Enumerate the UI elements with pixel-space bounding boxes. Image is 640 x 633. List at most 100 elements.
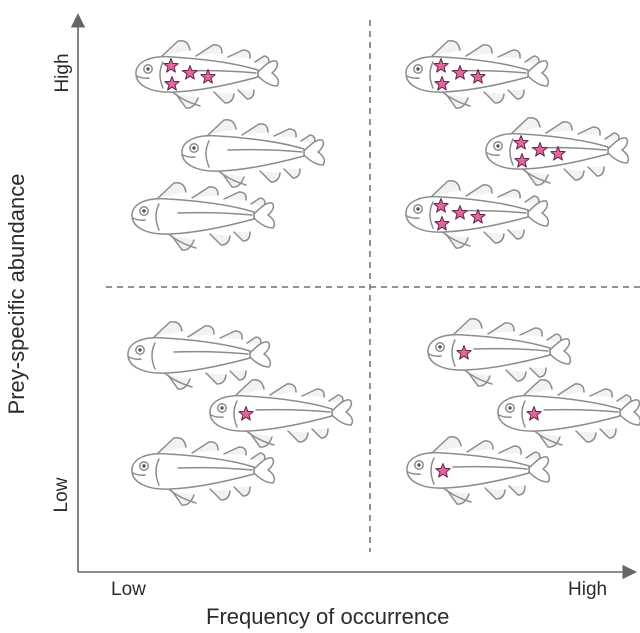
ventral-fin [209, 233, 231, 246]
prey-star-icon [433, 58, 449, 73]
prey-star-icon [200, 69, 216, 84]
tail-fin [607, 137, 630, 164]
mouth [210, 414, 224, 418]
fish-body [209, 394, 333, 432]
dorsal-fin [431, 179, 461, 197]
dorsal-fin [301, 388, 325, 398]
ventral-fin [599, 428, 617, 439]
dorsal-fin [207, 118, 237, 136]
dorsal-fin [545, 121, 573, 134]
dorsal-fin [519, 327, 543, 337]
ventral-fin [505, 369, 527, 382]
prey-star-icon [470, 69, 486, 84]
pupil [220, 406, 224, 410]
pupil [138, 348, 142, 352]
dorsal-fin [157, 181, 187, 199]
dorsal-fin [431, 39, 461, 57]
dorsal-fin [273, 128, 297, 138]
lateral-line [473, 347, 549, 352]
dorsal-fin [235, 378, 265, 396]
x-axis-title: Frequency of occurrence [206, 604, 450, 629]
ventral-fin [483, 231, 505, 244]
fish-bottom-right-3 [406, 435, 551, 505]
ventral-fin [209, 488, 231, 501]
ventral-fin [311, 428, 329, 439]
gill-line [451, 339, 456, 367]
dorsal-fin [219, 330, 243, 340]
tail-fin [549, 338, 572, 365]
prey-star-icon [513, 135, 529, 150]
fish-top-left-2 [181, 118, 326, 188]
fish-body [127, 336, 251, 374]
lateral-line [173, 350, 249, 355]
ventral-fin [483, 91, 505, 104]
prey-star-icon [433, 198, 449, 213]
dorsal-fin [497, 49, 521, 59]
tail-fin [257, 60, 280, 87]
pupil [417, 463, 421, 467]
dorsal-fin [497, 189, 521, 199]
mouth [486, 152, 500, 156]
tail-fin [331, 399, 354, 426]
lateral-line [452, 465, 528, 470]
ventral-fin [507, 229, 525, 240]
fish-body [485, 132, 609, 170]
gill-line [233, 400, 238, 428]
ventral-fin [287, 430, 309, 443]
tail-fin [528, 456, 551, 483]
fish-bottom-left-1 [127, 320, 272, 390]
dorsal-fin [465, 44, 493, 57]
ventral-fin [229, 370, 247, 381]
mouth [498, 414, 512, 418]
gill-line [509, 138, 514, 166]
fish-body [497, 394, 621, 432]
mouth [428, 353, 442, 357]
ventral-fin [283, 168, 301, 179]
prey-star-icon [452, 205, 468, 220]
pupil [146, 67, 150, 71]
dorsal-fin [465, 184, 493, 197]
y-axis-title: Prey-specific abundance [4, 173, 29, 415]
pupil [496, 144, 500, 148]
tail-fin [527, 60, 550, 87]
ventral-fin [213, 91, 235, 104]
dorsal-fin [511, 116, 541, 134]
ventral-fin [237, 89, 255, 100]
pupil [192, 146, 196, 150]
dorsal-fin [466, 440, 494, 453]
ventral-fin [259, 170, 281, 183]
gill-line [429, 201, 434, 229]
ventral-fin [233, 231, 251, 242]
ventral-fin [507, 89, 525, 100]
fish-top-right-1 [405, 39, 550, 109]
tail-fin [527, 200, 550, 227]
fish-body [181, 134, 305, 172]
prey-star-icon [452, 65, 468, 80]
prey-star-icon [470, 209, 486, 224]
mouth [132, 217, 146, 221]
prey-star-icon [238, 406, 254, 421]
prey-star-icon [456, 345, 472, 360]
dorsal-fin [191, 441, 219, 454]
mouth [128, 356, 142, 360]
dorsal-fin [577, 126, 601, 136]
fish-bottom-right-1 [427, 317, 572, 387]
prey-star-icon [550, 146, 566, 161]
prey-star-icon [435, 463, 451, 478]
dorsal-fin [223, 446, 247, 456]
fish-body [135, 55, 259, 93]
dorsal-fin [589, 388, 613, 398]
y-tick-low: Low [51, 477, 72, 513]
fish-top-left-3 [131, 181, 276, 251]
prey-star-icon [182, 65, 198, 80]
fish-body [131, 197, 255, 235]
ventral-fin [484, 487, 506, 500]
mouth [406, 75, 420, 79]
dorsal-fin [153, 320, 183, 338]
prey-star-icon [526, 406, 542, 421]
dorsal-fin [157, 436, 187, 454]
ventral-fin [575, 430, 597, 443]
dorsal-fin [487, 322, 515, 335]
dorsal-fin [498, 445, 522, 455]
fish-bottom-left-2 [209, 378, 354, 448]
